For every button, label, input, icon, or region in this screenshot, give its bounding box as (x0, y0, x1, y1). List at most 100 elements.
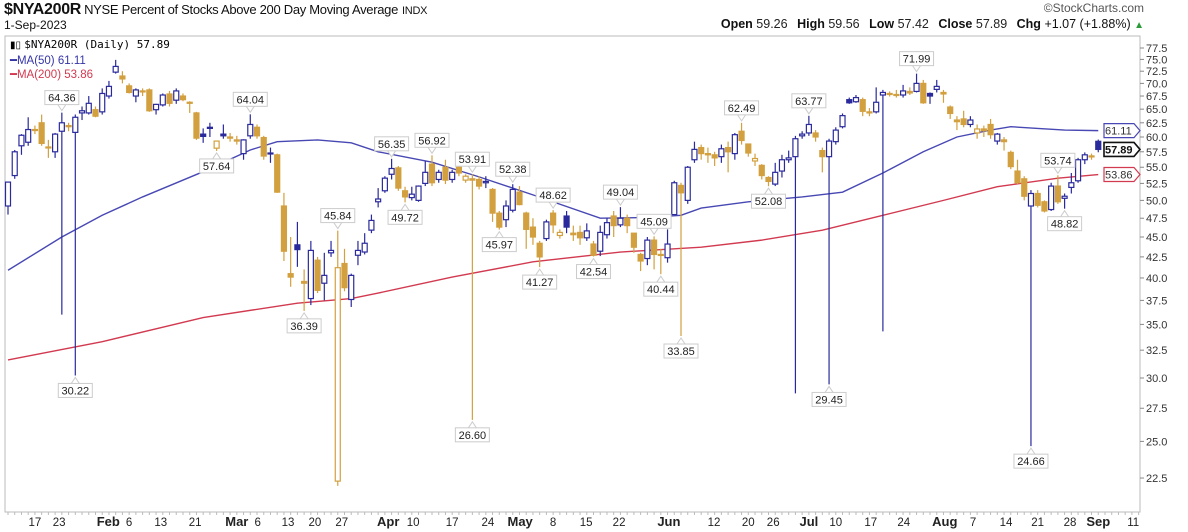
x-tick-label: 17 (864, 517, 877, 529)
annotation-label: 57.64 (203, 161, 231, 173)
candle-body (38, 122, 45, 145)
candle (462, 174, 469, 183)
candle-body (1000, 139, 1008, 143)
candle (610, 210, 617, 238)
low-label: Low (869, 17, 895, 31)
candle (449, 169, 456, 183)
price-annotation: 52.08 (750, 187, 786, 209)
candle-body (482, 180, 489, 184)
ma200-swatch-icon: ━ (10, 69, 17, 81)
y-tick-label: 75.0 (1146, 54, 1167, 66)
candle-body (866, 111, 873, 114)
annotation-label: 33.85 (667, 346, 695, 358)
candle-body (846, 99, 853, 104)
symbol: $NYA200R (4, 1, 82, 18)
candle (873, 87, 880, 114)
annotation-label: 64.36 (48, 93, 76, 105)
candle (725, 141, 732, 173)
x-tick-label: 10 (829, 517, 842, 529)
candle-body (334, 267, 341, 482)
candle-body (496, 212, 503, 228)
candle (677, 182, 685, 337)
candle (321, 252, 328, 301)
legend-ma200-label: MA(200) 53.86 (16, 69, 94, 81)
candle-body (933, 85, 940, 91)
candle-body (233, 139, 240, 142)
candle-body (509, 188, 516, 211)
candle-body (523, 212, 530, 230)
candle-body (805, 123, 812, 134)
y-tick-label: 35.0 (1146, 319, 1167, 331)
candle-body (718, 148, 725, 158)
candle (92, 106, 99, 118)
y-tick-label: 30.0 (1146, 373, 1167, 385)
annotation-label: 45.97 (486, 240, 514, 252)
annotation-pointer (764, 187, 773, 195)
candle-body (422, 171, 429, 185)
annotation-box (481, 237, 517, 253)
candle (52, 132, 59, 158)
candle (408, 186, 415, 201)
candle (597, 225, 604, 257)
candle (920, 79, 927, 104)
annotation-box (199, 158, 235, 174)
y-tick-label: 42.5 (1146, 252, 1167, 264)
x-tick-label: Mar (225, 514, 248, 529)
candle-body (637, 253, 644, 262)
candle (980, 125, 987, 137)
candle-body (1021, 178, 1028, 197)
annotation-label: 40.44 (647, 284, 675, 296)
candle-body (341, 262, 348, 289)
annotation-label: 41.27 (526, 277, 554, 289)
candle-body (583, 230, 590, 239)
price-badge-ma50: 61.11 (1103, 123, 1141, 139)
candle (502, 200, 510, 228)
annotation-box (663, 343, 699, 359)
candle-body (597, 231, 604, 252)
x-tick-label: 28 (1064, 517, 1077, 529)
annotation-box (522, 274, 558, 290)
candle-body (280, 205, 288, 252)
y-tick-label: 60.0 (1146, 132, 1167, 144)
candle-body (52, 133, 59, 153)
candle (839, 113, 846, 129)
candle-body (381, 177, 388, 192)
candle-body (745, 143, 752, 154)
candle (879, 89, 887, 332)
candle-body (78, 110, 86, 114)
candle (173, 88, 180, 104)
candle (563, 210, 570, 234)
x-tick-label: 6 (254, 517, 260, 529)
price-annotation: 40.44 (643, 275, 679, 297)
candle-body (469, 178, 476, 181)
annotation-box (44, 90, 80, 106)
candle-body (906, 90, 913, 94)
candle-body (449, 171, 456, 181)
change-value: +1.07 (+1.88%) (1044, 17, 1131, 31)
legend-ma200: ━MA(200) 53.86 (10, 67, 93, 81)
annotation-pointer (400, 203, 410, 211)
price-badge-price: 57.89 (1103, 141, 1142, 158)
annotation-box (1040, 152, 1076, 168)
candle (45, 139, 52, 158)
legend-price: ▮▯ $NYA200R (Daily) 57.89 (10, 38, 170, 51)
annotation-label: 45.84 (324, 211, 352, 223)
y-tick-label: 70.0 (1146, 78, 1167, 90)
candle-body (294, 244, 301, 251)
badge-shape (1103, 123, 1141, 139)
ma50-swatch-icon: ━ (10, 55, 17, 67)
candle-body (375, 198, 382, 203)
candle (381, 176, 388, 193)
candle-body (1074, 159, 1082, 182)
candle (334, 230, 341, 486)
candle (886, 91, 893, 97)
candle (1088, 153, 1095, 160)
candle (1041, 200, 1048, 213)
x-tick-label: Aug (932, 514, 957, 529)
candle (152, 103, 160, 115)
price-annotation: 53.74 (1040, 152, 1076, 175)
y-tick-label: 40.0 (1146, 273, 1167, 285)
candle (765, 176, 772, 187)
candle (105, 80, 113, 99)
